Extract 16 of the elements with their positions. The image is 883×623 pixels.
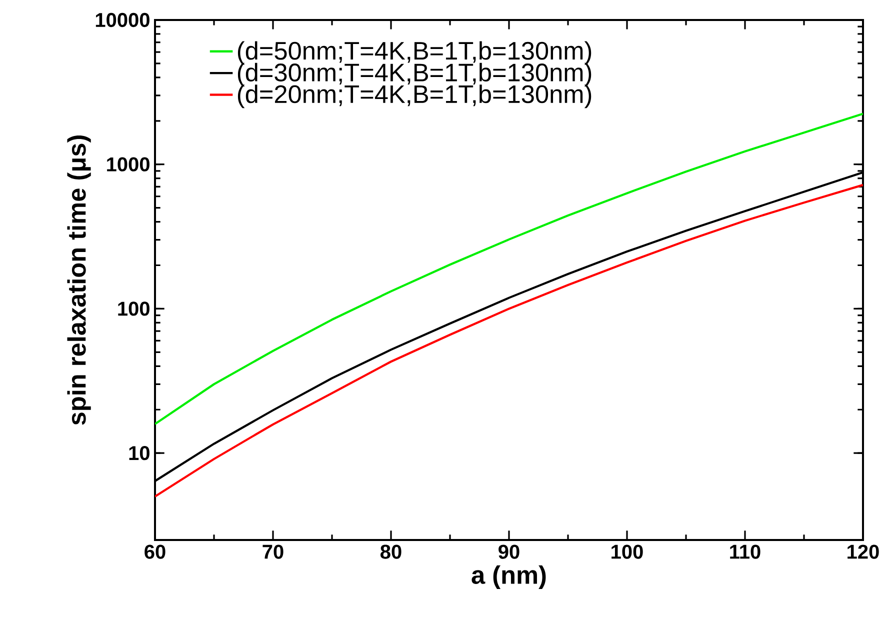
legend-label: (d=20nm;T=4K,B=1T,b=130nm)	[238, 84, 592, 108]
x-tick-label: 100	[612, 544, 643, 559]
x-tick-label: 90	[498, 544, 520, 559]
x-tick-label: 70	[262, 544, 284, 559]
x-tick-label: 110	[730, 544, 760, 559]
y-tick-label: 10	[129, 446, 150, 460]
y-tick-label: 100	[118, 302, 150, 316]
legend-label: (d=30nm;T=4K,B=1T,b=130nm)	[238, 62, 592, 86]
legend-label: (d=50nm;T=4K,B=1T,b=130nm)	[238, 41, 592, 65]
x-tick-label: 120	[848, 544, 879, 559]
x-tick-label: 80	[380, 544, 402, 559]
y-tick-label: 1000	[107, 157, 150, 172]
y-axis-title: spin relaxation time (μs)	[67, 136, 91, 425]
x-tick-label: 60	[144, 544, 166, 559]
y-tick-label: 10000	[96, 12, 150, 28]
x-axis-title: a (nm)	[472, 565, 546, 589]
